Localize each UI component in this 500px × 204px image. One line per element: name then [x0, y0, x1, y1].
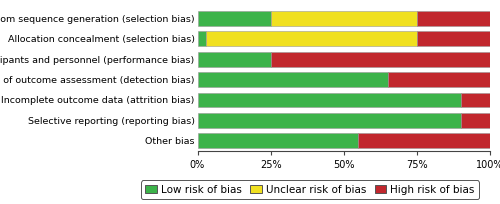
- Bar: [198, 133, 358, 148]
- Bar: [417, 11, 490, 26]
- Bar: [388, 72, 490, 87]
- Bar: [198, 93, 461, 107]
- Bar: [270, 52, 490, 67]
- Bar: [198, 52, 270, 67]
- Bar: [198, 11, 270, 26]
- Bar: [206, 31, 417, 46]
- Bar: [358, 133, 490, 148]
- Bar: [198, 72, 388, 87]
- Legend: Low risk of bias, Unclear risk of bias, High risk of bias: Low risk of bias, Unclear risk of bias, …: [141, 181, 479, 199]
- Bar: [270, 11, 417, 26]
- Bar: [461, 93, 490, 107]
- Bar: [417, 31, 490, 46]
- Bar: [461, 113, 490, 128]
- Bar: [198, 31, 206, 46]
- Bar: [198, 113, 461, 128]
